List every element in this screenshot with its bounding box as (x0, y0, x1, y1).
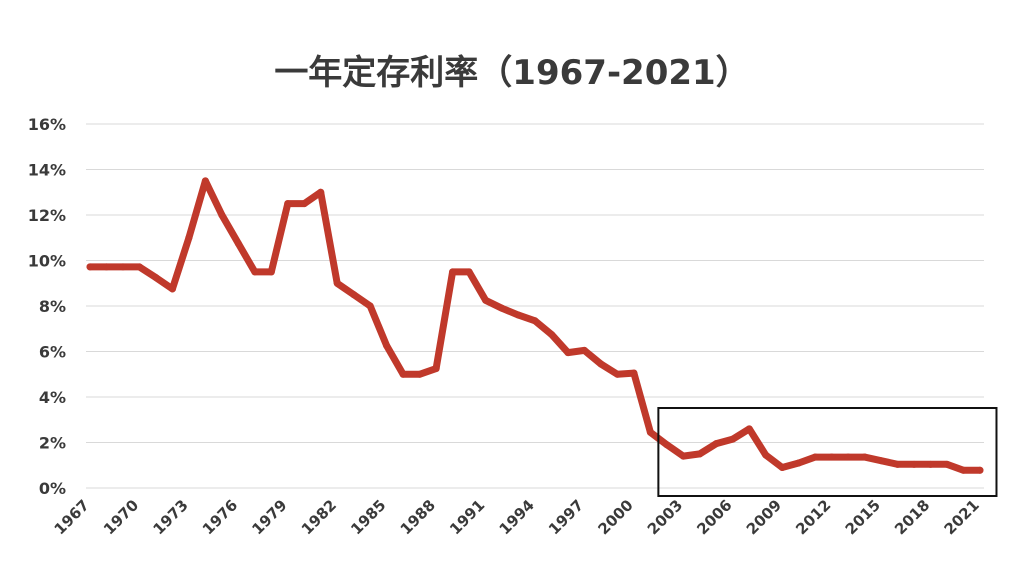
data-point (498, 304, 506, 312)
x-tick-label: 2006 (693, 496, 735, 538)
data-point (135, 263, 143, 271)
highlight-layer (657, 407, 998, 497)
data-point (811, 453, 819, 461)
data-point (729, 435, 737, 443)
data-point (745, 425, 753, 433)
highlight-box (657, 407, 998, 497)
data-point (218, 211, 226, 219)
data-point (300, 200, 308, 208)
data-point (696, 450, 704, 458)
data-point (119, 263, 127, 271)
y-tick-label: 16% (28, 115, 66, 134)
data-point (679, 452, 687, 460)
data-point (663, 441, 671, 449)
x-tick-label: 1967 (51, 496, 93, 538)
y-tick-label: 0% (39, 479, 66, 498)
data-point (580, 346, 588, 354)
gridlines (86, 123, 984, 489)
x-tick-label: 1979 (248, 496, 290, 538)
x-tick-label: 2009 (743, 496, 785, 538)
data-point (350, 291, 358, 299)
y-tick-label: 4% (39, 388, 66, 407)
y-tick-label: 6% (39, 343, 66, 362)
data-point (910, 460, 918, 468)
data-point (795, 459, 803, 467)
y-tick-label: 8% (39, 297, 66, 316)
data-point (828, 453, 836, 461)
data-point (152, 274, 160, 282)
y-tick-label: 12% (28, 206, 66, 225)
data-point (102, 263, 110, 271)
data-point (960, 466, 968, 474)
data-point (185, 234, 193, 242)
x-tick-label: 2003 (644, 496, 686, 538)
x-tick-label: 1994 (496, 496, 538, 538)
series-line (86, 177, 984, 474)
y-tick-label: 14% (28, 161, 66, 180)
data-point (515, 311, 523, 319)
data-point (976, 466, 984, 474)
data-point (267, 268, 275, 276)
x-tick-label: 2018 (891, 496, 933, 538)
data-point (927, 460, 935, 468)
data-point (201, 177, 209, 185)
x-tick-label: 2021 (941, 496, 983, 538)
data-point (383, 342, 391, 350)
data-point (564, 349, 572, 357)
data-point (449, 268, 457, 276)
x-tick-label: 1988 (397, 496, 439, 538)
x-tick-label: 2015 (842, 496, 884, 538)
x-tick-label: 2000 (594, 496, 636, 538)
y-tick-label: 2% (39, 434, 66, 453)
data-point (646, 428, 654, 436)
data-point (613, 370, 621, 378)
x-tick-label: 1970 (100, 496, 142, 538)
data-point (712, 440, 720, 448)
x-tick-label: 1973 (149, 496, 191, 538)
data-point (844, 453, 852, 461)
data-point (416, 370, 424, 378)
x-tick-label: 1976 (199, 496, 241, 538)
data-point (465, 268, 473, 276)
data-point (333, 279, 341, 287)
data-point (861, 453, 869, 461)
data-point (284, 200, 292, 208)
data-point (597, 360, 605, 368)
data-point (86, 263, 94, 271)
data-point (168, 285, 176, 293)
data-point (317, 188, 325, 196)
y-axis-ticks: 0% 2% 4% 6% 8% 10% 12% 14% 16% (28, 115, 66, 498)
x-tick-label: 1991 (446, 496, 488, 538)
x-tick-label: 1997 (545, 496, 587, 538)
x-tick-label: 1982 (298, 496, 340, 538)
data-point (877, 457, 885, 465)
data-point (943, 460, 951, 468)
chart-title: 一年定存利率（1967-2021） (274, 53, 749, 93)
x-axis-ticks: 1967 1970 1973 1976 1979 1982 1985 1988 1991 1994… (51, 496, 983, 538)
data-point (630, 369, 638, 377)
data-point (762, 451, 770, 459)
y-tick-label: 10% (28, 252, 66, 271)
data-point (366, 302, 374, 310)
data-point (399, 370, 407, 378)
data-point (234, 239, 242, 247)
data-point (778, 464, 786, 472)
series-layer (86, 177, 984, 474)
data-point (547, 330, 555, 338)
data-point (894, 460, 902, 468)
x-tick-label: 2012 (792, 496, 834, 538)
data-point (432, 365, 440, 373)
data-point (251, 268, 259, 276)
data-point (531, 317, 539, 325)
x-tick-label: 1985 (347, 496, 389, 538)
data-point (482, 296, 490, 304)
